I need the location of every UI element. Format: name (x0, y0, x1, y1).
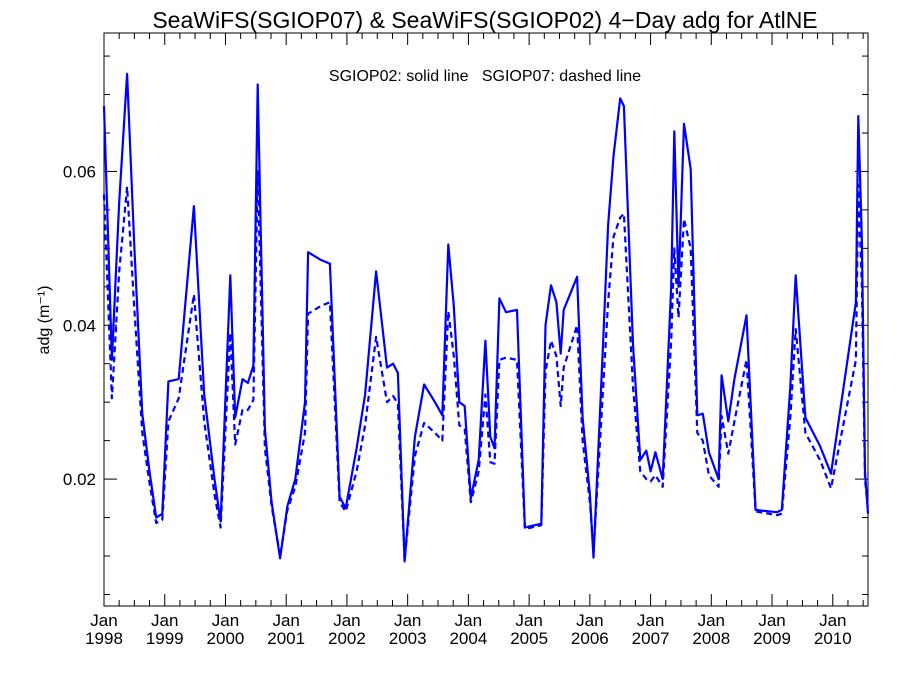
y-axis-label: adg (m⁻¹) (36, 286, 53, 355)
x-tick-month-label: Jan (272, 611, 299, 630)
x-tick-month-label: Jan (90, 611, 117, 630)
series-lines (102, 72, 870, 563)
x-tick-year-label: 2000 (207, 629, 245, 648)
x-tick-month-label: Jan (151, 611, 178, 630)
x-tick-month-label: Jan (819, 611, 846, 630)
y-tick-label: 0.04 (63, 316, 96, 335)
x-tick-year-label: 2008 (692, 629, 730, 648)
line-style-annotation: SGIOP02: solid line SGIOP07: dashed line (329, 68, 641, 85)
x-tick-month-label: Jan (333, 611, 360, 630)
x-tick-year-label: 2009 (753, 629, 791, 648)
x-tick-month-label: Jan (394, 611, 421, 630)
x-tick-year-label: 1998 (85, 629, 123, 648)
x-tick-year-label: 2010 (814, 629, 852, 648)
x-tick-year-label: 2002 (328, 629, 366, 648)
y-tick-label: 0.06 (63, 162, 96, 181)
x-tick-month-label: Jan (212, 611, 239, 630)
x-tick-month-label: Jan (455, 611, 482, 630)
series-line-sgiop07 (102, 170, 870, 561)
x-tick-month-label: Jan (637, 611, 664, 630)
x-tick-year-label: 2004 (449, 629, 487, 648)
x-tick-year-label: 2007 (632, 629, 670, 648)
series-line-sgiop02 (102, 72, 870, 563)
x-tick-month-label: Jan (576, 611, 603, 630)
plot-frame (103, 32, 869, 607)
x-tick-year-label: 2006 (571, 629, 609, 648)
x-tick-year-label: 1999 (146, 629, 184, 648)
x-tick-month-label: Jan (515, 611, 542, 630)
x-tick-month-label: Jan (758, 611, 785, 630)
x-tick-month-label: Jan (698, 611, 725, 630)
x-tick-year-label: 2005 (510, 629, 548, 648)
x-tick-year-label: 2003 (389, 629, 427, 648)
chart-title: SeaWiFS(SGIOP07) & SeaWiFS(SGIOP02) 4−Da… (152, 7, 817, 33)
axes: 0.020.040.06Jan1998Jan1999Jan2000Jan2001… (63, 33, 868, 648)
x-tick-year-label: 2001 (267, 629, 305, 648)
y-tick-label: 0.02 (63, 470, 96, 489)
